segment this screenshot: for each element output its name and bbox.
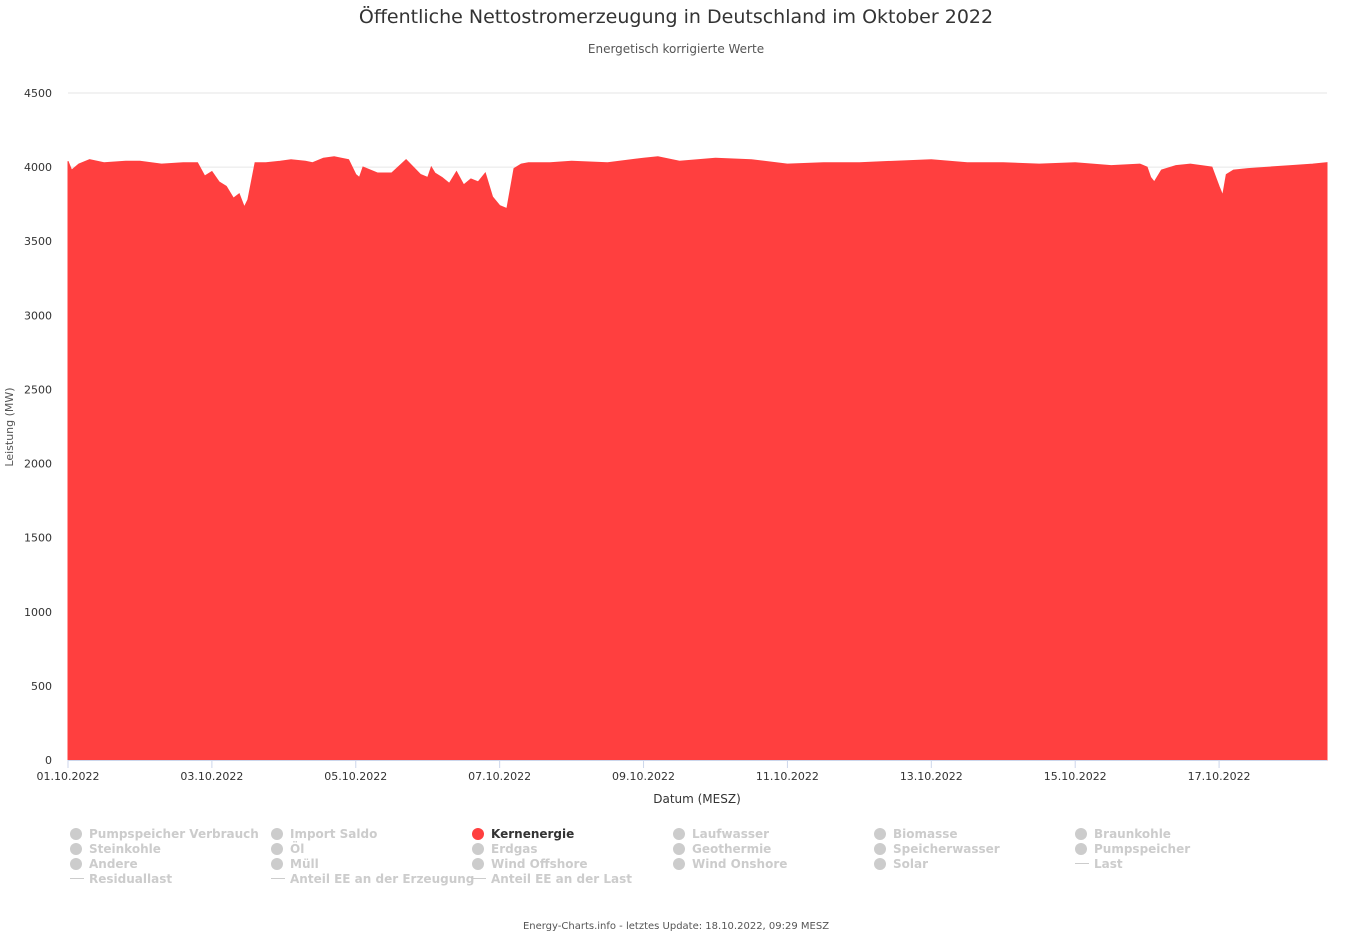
x-tick-label: 13.10.2022 (900, 770, 963, 783)
legend-label: Braunkohle (1094, 827, 1171, 841)
legend-label: Residuallast (89, 872, 173, 886)
y-tick-label: 0 (45, 754, 52, 767)
legend-circle-symbol (472, 843, 484, 855)
legend-circle-symbol (874, 828, 886, 840)
legend-circle-symbol (1075, 843, 1087, 855)
legend-label: Wind Offshore (491, 857, 588, 871)
legend-circle-symbol (673, 858, 685, 870)
legend-circle-symbol (874, 843, 886, 855)
x-tick-label: 01.10.2022 (37, 770, 100, 783)
legend-circle-symbol (472, 828, 484, 840)
legend-label: Kernenergie (491, 827, 575, 841)
x-tick-label: 09.10.2022 (612, 770, 675, 783)
legend-label: Solar (893, 857, 929, 871)
legend-label: Speicherwasser (893, 842, 1000, 856)
y-tick-label: 3500 (24, 235, 52, 248)
legend-label: Last (1094, 857, 1123, 871)
x-tick-label: 15.10.2022 (1044, 770, 1107, 783)
legend-circle-symbol (271, 858, 283, 870)
credits[interactable]: Energy-Charts.info - letztes Update: 18.… (522, 921, 830, 932)
legend-circle-symbol (673, 843, 685, 855)
x-tick-label: 03.10.2022 (180, 770, 243, 783)
x-tick-label: 17.10.2022 (1188, 770, 1251, 783)
legend-label: Laufwasser (692, 827, 770, 841)
y-tick-label: 2500 (24, 383, 52, 396)
legend-label: Biomasse (893, 827, 958, 841)
x-tick-label: 11.10.2022 (756, 770, 819, 783)
legend-label: Wind Onshore (692, 857, 788, 871)
legend-line-symbol (1075, 863, 1089, 864)
legend-label: Öl (290, 842, 305, 856)
x-axis: 01.10.2022 03.10.2022 05.10.2022 07.10.2022… (37, 760, 1327, 783)
legend-circle-symbol (271, 843, 283, 855)
legend-label: Anteil EE an der Erzeugung (290, 872, 475, 886)
area-chart: 0 500 1000 1500 2000 2500 3000 3500 4000 4500 01.… (3, 87, 1328, 806)
legend-circle-symbol (70, 828, 82, 840)
legend-label: Anteil EE an der Last (491, 872, 632, 886)
legend-line-symbol (472, 878, 486, 879)
legend-circle-symbol (70, 843, 82, 855)
legend-label: Geothermie (692, 842, 772, 856)
legend-circle-symbol (1075, 828, 1087, 840)
y-tick-label: 3000 (24, 309, 52, 322)
legend-label: Erdgas (491, 842, 538, 856)
legend-circle-symbol (874, 858, 886, 870)
series-kernenergie-area (67, 156, 1328, 761)
legend-circle-symbol (70, 858, 82, 870)
legend-line-symbol (271, 878, 285, 879)
x-tick-label: 05.10.2022 (324, 770, 387, 783)
legend: Pumpspeicher Verbrauch Import Saldo Kernen… (70, 827, 1340, 889)
y-tick-label: 4500 (24, 87, 52, 100)
legend-line-symbol (70, 878, 84, 879)
legend-circle-symbol (472, 858, 484, 870)
y-tick-label: 1000 (24, 606, 52, 619)
legend-circle-symbol (673, 828, 685, 840)
legend-label: Pumpspeicher Verbrauch (89, 827, 259, 841)
y-tick-label: 4000 (24, 161, 52, 174)
legend-circle-symbol (271, 828, 283, 840)
legend-label: Andere (89, 857, 138, 871)
y-tick-label: 1500 (24, 532, 52, 545)
legend-label: Import Saldo (290, 827, 378, 841)
chart-title: Öffentliche Nettostromerzeugung in Deuts… (358, 6, 994, 28)
plot-area (67, 156, 1328, 761)
chart-subtitle: Energetisch korrigierte Werte (587, 42, 765, 56)
legend-label: Pumpspeicher (1094, 842, 1191, 856)
x-tick-label: 07.10.2022 (468, 770, 531, 783)
y-axis-title: Leistung (MW) (3, 387, 16, 466)
y-tick-label: 500 (31, 680, 52, 693)
legend-label: Müll (290, 857, 319, 871)
legend-label: Steinkohle (89, 842, 161, 856)
y-tick-label: 2000 (24, 458, 52, 471)
x-axis-title: Datum (MESZ) (653, 792, 741, 806)
y-axis: 0 500 1000 1500 2000 2500 3000 3500 4000 4500 (24, 87, 52, 767)
